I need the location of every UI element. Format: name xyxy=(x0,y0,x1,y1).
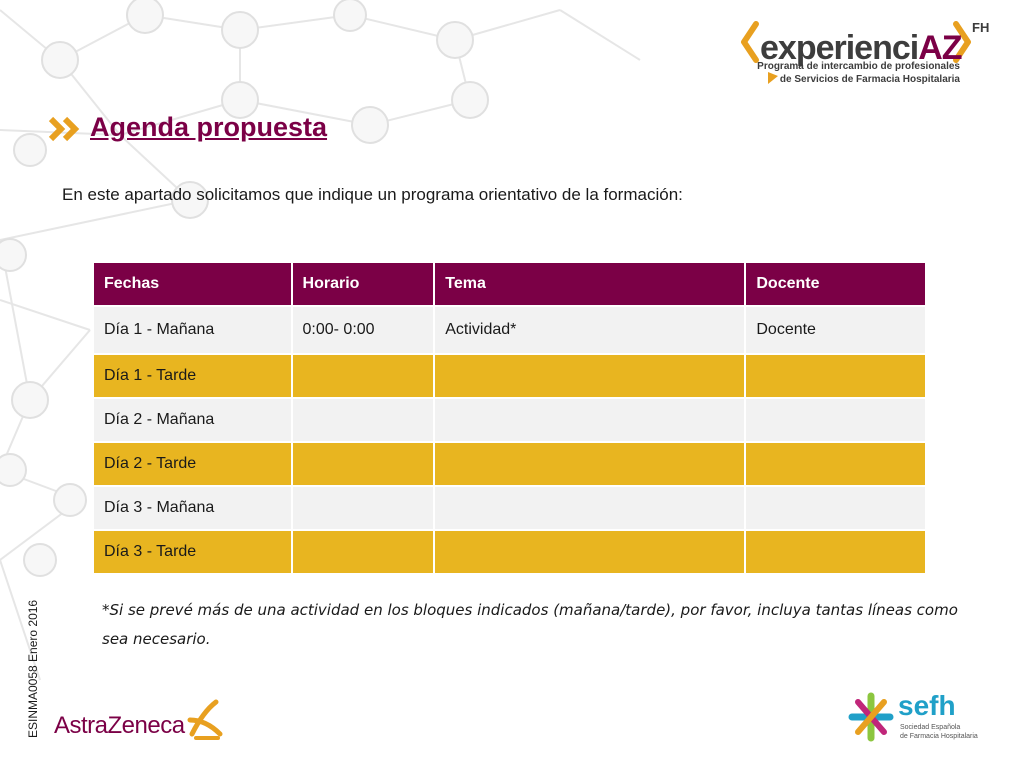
table-row: Día 2 - Tarde xyxy=(92,441,927,487)
cell-fecha[interactable]: Día 2 - Mañana xyxy=(92,397,293,443)
cell-docente[interactable]: Docente xyxy=(744,305,927,355)
table-row: Día 2 - Mañana xyxy=(92,397,927,443)
cell-fecha[interactable]: Día 3 - Mañana xyxy=(92,485,293,531)
logo-bracket-icon xyxy=(741,21,971,84)
cell-tema[interactable] xyxy=(433,397,747,443)
experienciaz-logo: experienciAZ FH Programa de intercambio … xyxy=(738,14,1000,90)
cell-horario[interactable] xyxy=(290,397,436,443)
cell-horario[interactable] xyxy=(290,485,436,531)
cell-horario[interactable]: 0:00- 0:00 xyxy=(290,305,436,355)
logo-tagline-line1: Programa de intercambio de profesionales xyxy=(757,61,960,72)
cell-tema[interactable] xyxy=(433,529,747,575)
cell-horario[interactable] xyxy=(290,353,436,399)
cell-docente[interactable] xyxy=(744,397,927,443)
astrazeneca-wordmark: AstraZeneca xyxy=(54,712,185,739)
logo-wordmark: experienciAZ xyxy=(760,29,963,67)
page-title: Agenda propuesta xyxy=(90,112,328,142)
astrazeneca-symbol-icon xyxy=(187,699,223,740)
document-code: ESINMA0058 Enero 2016 xyxy=(26,599,40,738)
double-chevron-icon xyxy=(48,116,80,142)
table-row: Día 1 - Mañana 0:00- 0:00 Actividad* Doc… xyxy=(92,305,927,355)
footnote-text: *Si se prevé más de una actividad en los… xyxy=(102,601,958,648)
cell-docente[interactable] xyxy=(744,529,927,575)
sefh-tagline-line2: de Farmacia Hospitalaria xyxy=(900,733,978,740)
header-horario: Horario xyxy=(290,261,436,307)
header-tema: Tema xyxy=(433,261,747,307)
table-row: Día 3 - Mañana xyxy=(92,485,927,531)
cell-fecha[interactable]: Día 3 - Tarde xyxy=(92,529,293,575)
header-docente: Docente xyxy=(744,261,927,307)
table-row: Día 3 - Tarde xyxy=(92,529,927,575)
cell-docente[interactable] xyxy=(744,441,927,487)
cell-docente[interactable] xyxy=(744,485,927,531)
cell-horario[interactable] xyxy=(290,529,436,575)
sefh-tagline-line1: Sociedad Española xyxy=(900,724,961,731)
cell-tema[interactable] xyxy=(433,441,747,487)
cell-fecha[interactable]: Día 1 - Mañana xyxy=(92,305,293,355)
sefh-logo: sefh Sociedad Española de Farmacia Hospi… xyxy=(848,690,978,746)
intro-text: En este apartado solicitamos que indique… xyxy=(62,185,683,204)
logo-tagline-line2: de Servicios de Farmacia Hospitalaria xyxy=(779,74,960,85)
header-fechas: Fechas xyxy=(92,261,293,307)
logo-fh-superscript: FH xyxy=(972,20,990,35)
cell-tema[interactable]: Actividad* xyxy=(433,305,747,355)
astrazeneca-logo: AstraZeneca xyxy=(54,698,224,742)
cell-horario[interactable] xyxy=(290,441,436,487)
cell-tema[interactable] xyxy=(433,485,747,531)
table-row: Día 1 - Tarde xyxy=(92,353,927,399)
cell-tema[interactable] xyxy=(433,353,747,399)
cell-fecha[interactable]: Día 2 - Tarde xyxy=(92,441,293,487)
cell-docente[interactable] xyxy=(744,353,927,399)
sefh-wordmark: sefh xyxy=(898,690,956,721)
table-header-row: Fechas Horario Tema Docente xyxy=(92,261,927,307)
agenda-table: Fechas Horario Tema Docente Día 1 - Maña… xyxy=(92,261,927,575)
cell-fecha[interactable]: Día 1 - Tarde xyxy=(92,353,293,399)
sefh-cross-icon xyxy=(848,692,894,742)
